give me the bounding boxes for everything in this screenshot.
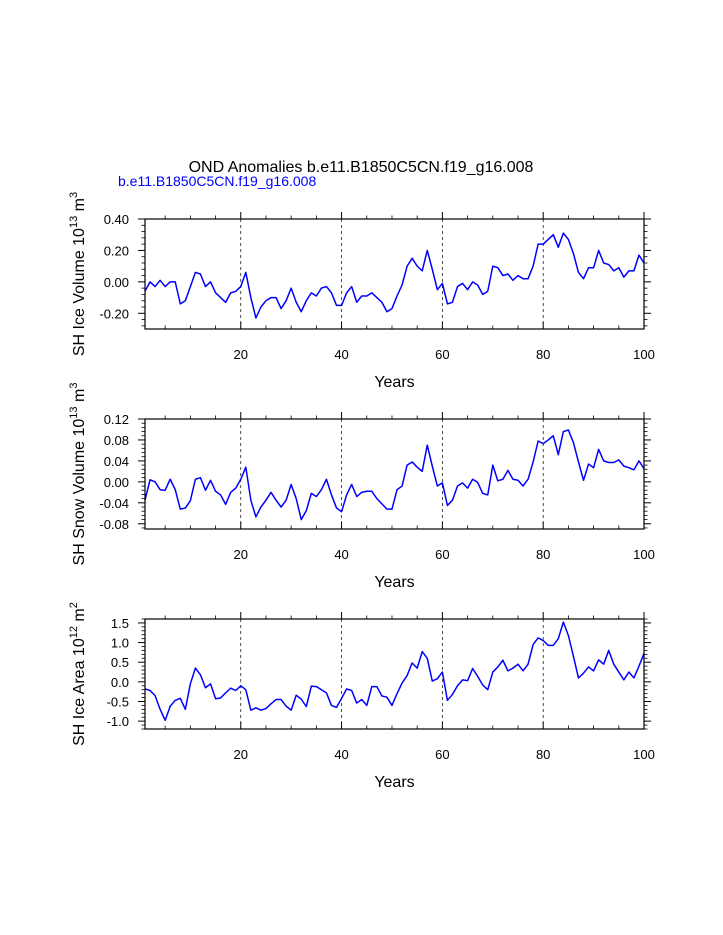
x-tick-label: 20 bbox=[234, 547, 248, 562]
panel-sh-ice-volume: 20 40 60 80 100 0.40 0.20 0.00 -0.20 Years SH Ice … bbox=[68, 192, 655, 391]
y-tick-label: 0.04 bbox=[104, 454, 129, 469]
y-axis-label-part: m bbox=[71, 198, 88, 216]
y-tick-label: -0.08 bbox=[99, 517, 129, 532]
y-axis-label: SH Snow Volume 1013 m3 bbox=[68, 383, 88, 566]
x-tick-label: 100 bbox=[633, 747, 655, 762]
x-tick-label: 60 bbox=[435, 347, 449, 362]
x-tick-label: 100 bbox=[633, 347, 655, 362]
y-axis-label-part: SH Snow Volume 10 bbox=[71, 419, 88, 566]
y-axis-label-sup: 3 bbox=[68, 192, 80, 198]
x-axis-label: Years bbox=[374, 774, 414, 791]
x-tick-label: 20 bbox=[234, 747, 248, 762]
y-tick-label: -0.04 bbox=[99, 496, 129, 511]
figure-title: OND Anomalies b.e11.B1850C5CN.f19_g16.00… bbox=[189, 159, 534, 176]
y-tick-label: 0.20 bbox=[104, 243, 129, 258]
y-axis-label-sup: 3 bbox=[68, 383, 80, 389]
x-tick-label: 100 bbox=[633, 547, 655, 562]
y-tick-label: 0.00 bbox=[104, 275, 129, 290]
y-axis-label-sup: 13 bbox=[68, 406, 80, 418]
y-tick-label: 0.12 bbox=[104, 412, 129, 427]
y-axis-label-sup: 2 bbox=[68, 602, 80, 608]
y-axis-label-part: m bbox=[71, 608, 88, 626]
x-tick-label: 20 bbox=[234, 347, 248, 362]
series-line bbox=[144, 621, 645, 722]
y-axis-label-part: m bbox=[71, 389, 88, 407]
y-tick-label: 1.5 bbox=[111, 616, 129, 631]
y-axis-label-part: SH Ice Volume 10 bbox=[71, 228, 88, 356]
series-line bbox=[144, 232, 645, 319]
y-tick-label: 1.0 bbox=[111, 636, 129, 651]
x-axis-label: Years bbox=[374, 574, 414, 591]
series-line bbox=[144, 429, 645, 521]
x-axis-label: Years bbox=[374, 374, 414, 391]
y-tick-label: 0.0 bbox=[111, 675, 129, 690]
y-tick-label: 0.00 bbox=[104, 475, 129, 490]
figure-subtitle: b.e11.B1850C5CN.f19_g16.008 bbox=[118, 173, 316, 189]
y-tick-label: -0.5 bbox=[107, 695, 129, 710]
y-tick-label: -0.20 bbox=[99, 306, 129, 321]
y-tick-label: 0.5 bbox=[111, 655, 129, 670]
x-tick-label: 80 bbox=[536, 747, 550, 762]
x-tick-label: 80 bbox=[536, 547, 550, 562]
y-axis-label-sup: 13 bbox=[68, 216, 80, 228]
y-tick-label: -1.0 bbox=[107, 714, 129, 729]
x-tick-label: 60 bbox=[435, 547, 449, 562]
x-tick-label: 60 bbox=[435, 747, 449, 762]
x-tick-label: 40 bbox=[334, 747, 348, 762]
panel-sh-snow-volume: 20 40 60 80 100 0.12 0.08 0.04 0.00 -0.04 -0.08 Yea… bbox=[68, 383, 655, 591]
plot-frame bbox=[144, 418, 645, 530]
panel-sh-ice-area: 20 40 60 80 100 1.5 1.0 0.5 0.0 -0.5 -1.0 Years SH I… bbox=[68, 602, 655, 791]
y-axis-label-sup: 12 bbox=[68, 626, 80, 638]
x-tick-label: 80 bbox=[536, 347, 550, 362]
y-axis-label-part: SH Ice Area 10 bbox=[71, 638, 88, 746]
plot-frame bbox=[144, 218, 645, 330]
x-tick-label: 40 bbox=[334, 547, 348, 562]
y-tick-label: 0.08 bbox=[104, 433, 129, 448]
y-axis-label: SH Ice Volume 1013 m3 bbox=[68, 192, 88, 356]
x-tick-label: 40 bbox=[334, 347, 348, 362]
y-tick-label: 0.40 bbox=[104, 212, 129, 227]
y-axis-label: SH Ice Area 1012 m2 bbox=[68, 602, 88, 746]
